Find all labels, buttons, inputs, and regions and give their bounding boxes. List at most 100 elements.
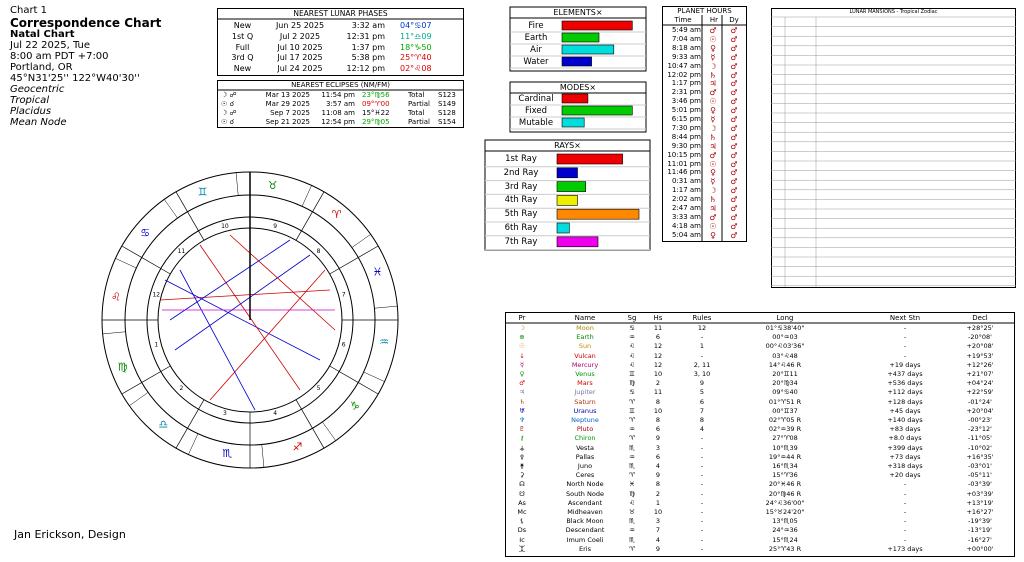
bar — [556, 208, 640, 220]
bar — [556, 236, 599, 248]
planet-cell: - — [700, 544, 704, 553]
planet-cell: Mc — [517, 508, 527, 516]
planet-cell: +399 days — [887, 443, 923, 452]
saros: S123 — [438, 91, 456, 99]
planet-cell: 6 — [699, 397, 705, 406]
column-header: Time — [674, 16, 692, 24]
planet-cell: +128 days — [887, 397, 923, 406]
planet-cell: - — [700, 480, 704, 489]
hour-time: 10:47 am — [667, 61, 701, 70]
eclipse-type: ☽ ☍ — [221, 109, 237, 117]
sign-boundary — [261, 444, 265, 468]
planet-cell: ♂ — [519, 379, 525, 388]
planet-cell: ♌ — [629, 342, 635, 351]
planet-cell: +16°35' — [966, 452, 994, 461]
planet-cell: - — [903, 489, 907, 498]
hour-ruler: ☉ — [709, 34, 717, 44]
planet-cell: 5 — [699, 388, 705, 397]
planet-cell: 12 — [653, 360, 663, 369]
planet-cell: -03°01' — [968, 462, 992, 470]
house-cusp — [295, 399, 325, 449]
planet-cell: +20°04' — [966, 406, 994, 415]
house-cusp — [121, 365, 171, 395]
planet-cell: ♈ — [629, 471, 635, 480]
sign-boundary — [322, 421, 336, 441]
position: 04°♋07 — [400, 21, 432, 30]
planet-cell: -23°12' — [968, 425, 992, 434]
planet-cell: ♈ — [629, 397, 635, 406]
day-ruler: ♂ — [730, 132, 738, 142]
planet-cell: ♏ — [629, 462, 635, 470]
bar-label: Fire — [528, 21, 544, 31]
date: Sep 7 2025 — [270, 109, 310, 117]
day-ruler: ♂ — [730, 230, 738, 240]
hour-ruler: ♀ — [710, 168, 716, 178]
sign-glyph: ♒ — [379, 336, 389, 349]
header-line: Chart 1 — [10, 5, 48, 16]
planet-cell: ♃ — [519, 388, 525, 397]
planet-cell: 20°♍46 R — [768, 489, 802, 498]
planet-cell: 9 — [699, 379, 705, 388]
sign-glyph: ♐ — [292, 440, 302, 453]
bar — [556, 195, 578, 206]
header-line: Portland, OR — [10, 62, 73, 73]
time: 12:12 pm — [346, 64, 385, 74]
planet-cell: +437 days — [887, 370, 923, 378]
bar-label: Mutable — [518, 118, 554, 128]
bar-label: Water — [523, 57, 549, 67]
planet-cell: 27°♈08 — [772, 434, 798, 443]
planet-cell: ♊ — [629, 370, 635, 378]
planet-cell: ♈ — [629, 544, 635, 553]
bar — [556, 167, 578, 179]
hour-time: 7:04 am — [671, 34, 701, 43]
sign-boundary — [374, 305, 398, 309]
planet-cell: Mars — [577, 379, 593, 388]
planet-cell: 1 — [699, 342, 705, 351]
kind: Total — [408, 91, 425, 99]
house-number: 11 — [178, 248, 186, 255]
planet-cell: +03°39' — [966, 489, 994, 498]
house-number: 4 — [273, 410, 277, 417]
planet-cell: 9 — [655, 471, 661, 480]
hour-time: 6:15 pm — [671, 115, 701, 123]
time: 11:54 pm — [321, 91, 355, 99]
aspect — [209, 269, 326, 401]
planet-cell: -00°23' — [968, 416, 992, 424]
day-ruler: ♂ — [730, 123, 738, 133]
time: 3:57 am — [325, 100, 355, 108]
column-header: Hs — [653, 314, 663, 322]
planet-cell: Moon — [576, 324, 594, 332]
bar-label: 3rd Ray — [504, 181, 538, 192]
column-header: Rules — [692, 314, 712, 322]
hour-time: 9:30 pm — [671, 141, 701, 150]
house-number: 2 — [179, 385, 183, 392]
house-number: 8 — [317, 248, 321, 255]
hour-ruler: ♂ — [709, 212, 717, 222]
sign-glyph: ♋ — [140, 226, 150, 239]
planet-cell: -01°24' — [968, 397, 992, 406]
hour-time: 1:17 am — [671, 186, 701, 195]
planet-cell: 1 — [655, 498, 661, 507]
day-ruler: ♂ — [730, 115, 738, 124]
planet-cell: 3 — [655, 517, 661, 526]
phase: Full — [235, 42, 250, 52]
planet-cell: ♒ — [629, 526, 635, 535]
planet-cell: +16°27' — [966, 508, 994, 516]
hour-time: 11:01 pm — [667, 159, 701, 168]
header-line: 8:00 am PDT +7:00 — [10, 51, 109, 62]
sign-boundary — [363, 371, 385, 382]
day-ruler: ♂ — [730, 195, 738, 205]
hour-ruler: ♀ — [710, 43, 716, 53]
planet-cell: Ic — [519, 535, 525, 544]
planet-cell: ♉ — [629, 508, 635, 516]
bar-label: Earth — [524, 33, 548, 43]
planet-cell: 10 — [653, 406, 663, 415]
planet-cell: ☊ — [519, 480, 525, 489]
planet-cell: 01°♈51 R — [768, 397, 802, 406]
planet-cell: 4 — [699, 425, 705, 434]
position: 29°♍05 — [362, 118, 390, 126]
planet-cell: 20°♓46 R — [768, 480, 802, 489]
day-ruler: ♂ — [730, 221, 738, 231]
day-ruler: ♂ — [730, 34, 738, 44]
